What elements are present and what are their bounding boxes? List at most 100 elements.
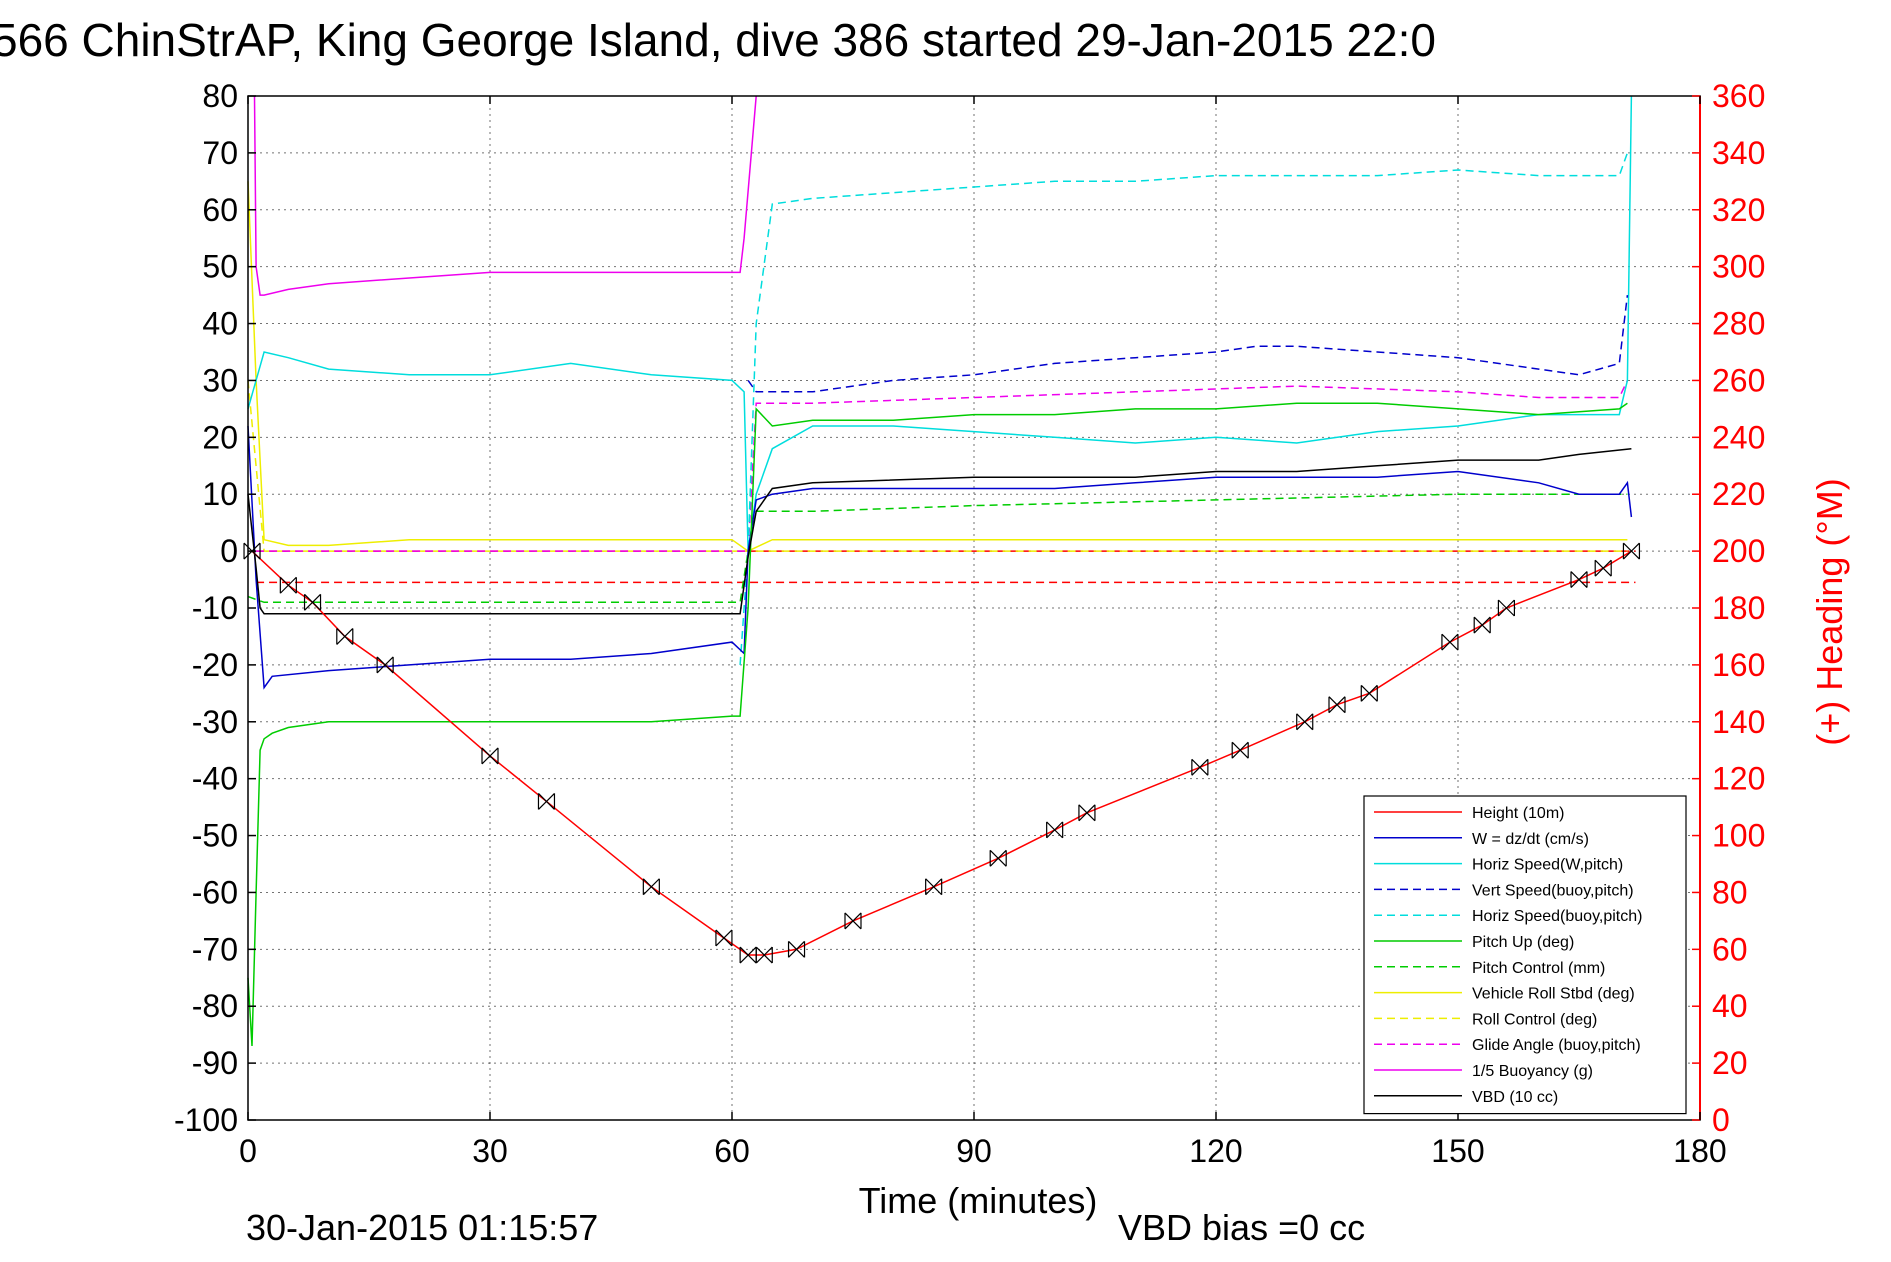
timestamp-footer: 30-Jan-2015 01:15:57 xyxy=(246,1207,598,1248)
waypoint-marker xyxy=(925,878,943,896)
waypoint-marker xyxy=(279,576,297,594)
waypoint-marker xyxy=(1622,542,1641,560)
waypoint-marker xyxy=(715,929,733,947)
x-axis-label: Time (minutes) xyxy=(859,1180,1098,1221)
left-tick-label: 70 xyxy=(202,135,238,171)
left-tick-label: 10 xyxy=(202,476,238,512)
series-glide-angle-buoy-pitch xyxy=(256,380,1629,552)
waypoint-marker xyxy=(1328,696,1346,714)
legend-entry: VBD (10 cc) xyxy=(1472,1089,1558,1106)
x-tick-label: 120 xyxy=(1189,1133,1242,1169)
left-tick-label: -60 xyxy=(192,874,238,910)
left-tick-label: -70 xyxy=(192,931,238,967)
x-tick-label: 60 xyxy=(714,1133,750,1169)
legend-entry: Roll Control (deg) xyxy=(1472,1011,1597,1028)
right-tick-label: 280 xyxy=(1712,306,1765,342)
waypoint-marker xyxy=(1360,684,1378,702)
right-tick-label: 240 xyxy=(1712,419,1765,455)
left-tick-label: 80 xyxy=(202,78,238,114)
x-tick-label: 180 xyxy=(1673,1133,1726,1169)
waypoint-marker xyxy=(844,912,862,930)
waypoint-marker xyxy=(1441,633,1459,651)
right-tick-label: 360 xyxy=(1712,78,1765,114)
right-tick-label: 320 xyxy=(1712,192,1765,228)
right-tick-label: 340 xyxy=(1712,135,1765,171)
series-horiz-speed-w-pitch xyxy=(247,95,1633,552)
waypoint-marker xyxy=(1191,758,1209,776)
right-axis-label: (+) Heading (°M) xyxy=(1809,478,1850,745)
right-tick-label: 140 xyxy=(1712,704,1765,740)
series-vehicle-roll-stbd-deg xyxy=(247,181,1628,552)
legend-entry: Pitch Control (mm) xyxy=(1472,960,1605,977)
left-tick-label: 30 xyxy=(202,362,238,398)
x-tick-label: 0 xyxy=(239,1133,257,1169)
vbd-bias-footer: VBD bias =0 cc xyxy=(1118,1207,1365,1248)
legend-entry: Vert Speed(buoy,pitch) xyxy=(1472,882,1634,899)
left-tick-label: -20 xyxy=(192,647,238,683)
waypoint-marker xyxy=(537,792,556,810)
waypoint-marker xyxy=(739,946,757,964)
x-tick-label: 150 xyxy=(1431,1133,1484,1169)
waypoint-marker xyxy=(1473,616,1491,634)
waypoint-marker xyxy=(642,878,660,896)
right-tick-label: 60 xyxy=(1712,931,1748,967)
right-tick-label: 120 xyxy=(1712,761,1765,797)
legend-entry: Glide Angle (buoy,pitch) xyxy=(1472,1037,1641,1054)
right-tick-label: 300 xyxy=(1712,249,1765,285)
legend-entry: Height (10m) xyxy=(1472,805,1564,822)
series-height-10m xyxy=(251,550,1632,956)
legend-entry: 1/5 Buoyancy (g) xyxy=(1472,1063,1593,1080)
left-tick-label: 40 xyxy=(202,306,238,342)
legend-entry: Vehicle Roll Stbd (deg) xyxy=(1472,986,1635,1003)
waypoint-marker xyxy=(1570,571,1588,588)
left-tick-label: -100 xyxy=(174,1102,238,1138)
chart-title: 566 ChinStrAP, King George Island, dive … xyxy=(0,14,1436,66)
series-pitch-up-deg xyxy=(247,402,1628,1047)
waypoint-marker xyxy=(1078,804,1096,822)
x-axis-ticks: 0 30 60 90 120 150 180 xyxy=(239,96,1727,1169)
waypoint-marker xyxy=(1497,599,1515,617)
right-tick-label: 40 xyxy=(1712,988,1748,1024)
right-tick-label: 80 xyxy=(1712,874,1748,910)
left-tick-label: -40 xyxy=(192,761,238,797)
left-tick-label: 60 xyxy=(202,192,238,228)
legend-entry: Pitch Up (deg) xyxy=(1472,934,1574,951)
left-tick-label: -30 xyxy=(192,704,238,740)
waypoint-marker xyxy=(376,656,394,674)
waypoint-marker xyxy=(303,593,322,611)
right-tick-label: 20 xyxy=(1712,1045,1748,1081)
waypoint-marker xyxy=(336,628,354,645)
right-tick-label: 200 xyxy=(1712,533,1765,569)
left-tick-label: -80 xyxy=(192,988,238,1024)
right-axis-ticks: 3603403203002802602402202001801601401201… xyxy=(1692,78,1765,1138)
waypoint-marker xyxy=(481,747,499,765)
series-1-5-buoyancy-g xyxy=(253,95,757,296)
x-tick-label: 30 xyxy=(472,1133,508,1169)
waypoint-marker xyxy=(989,849,1007,867)
right-tick-label: 260 xyxy=(1712,362,1765,398)
right-tick-label: 160 xyxy=(1712,647,1765,683)
legend: Height (10m) W = dz/dt (cm/s) Horiz Speed(… xyxy=(1363,795,1687,1115)
waypoint-marker xyxy=(1594,559,1612,577)
waypoint-marker xyxy=(755,946,773,964)
legend-entry: Horiz Speed(buoy,pitch) xyxy=(1472,908,1642,925)
waypoint-marker xyxy=(1296,713,1314,731)
left-tick-label: -50 xyxy=(192,818,238,854)
waypoint-marker xyxy=(1231,741,1249,759)
series-w-dz-dt-cm-s xyxy=(247,425,1633,690)
left-tick-label: -10 xyxy=(192,590,238,626)
series-layer xyxy=(247,95,1636,1047)
right-tick-label: 220 xyxy=(1712,476,1765,512)
legend-entry: W = dz/dt (cm/s) xyxy=(1472,831,1589,848)
left-tick-label: 20 xyxy=(202,419,238,455)
series-vbd-10-cc xyxy=(247,447,1632,615)
left-tick-label: 0 xyxy=(220,533,238,569)
left-tick-label: -90 xyxy=(192,1045,238,1081)
left-axis-ticks: 80 70 60 50 40 30 20 10 0 -10 -20 -30 -40 -50 -60 -70 -8… xyxy=(174,78,256,1138)
series-horiz-speed-buoy-pitch xyxy=(739,152,1629,665)
right-tick-label: 100 xyxy=(1712,818,1765,854)
series-pitch-control-mm xyxy=(247,493,1628,604)
legend-entry: Horiz Speed(W,pitch) xyxy=(1472,857,1623,874)
x-tick-label: 90 xyxy=(956,1133,992,1169)
